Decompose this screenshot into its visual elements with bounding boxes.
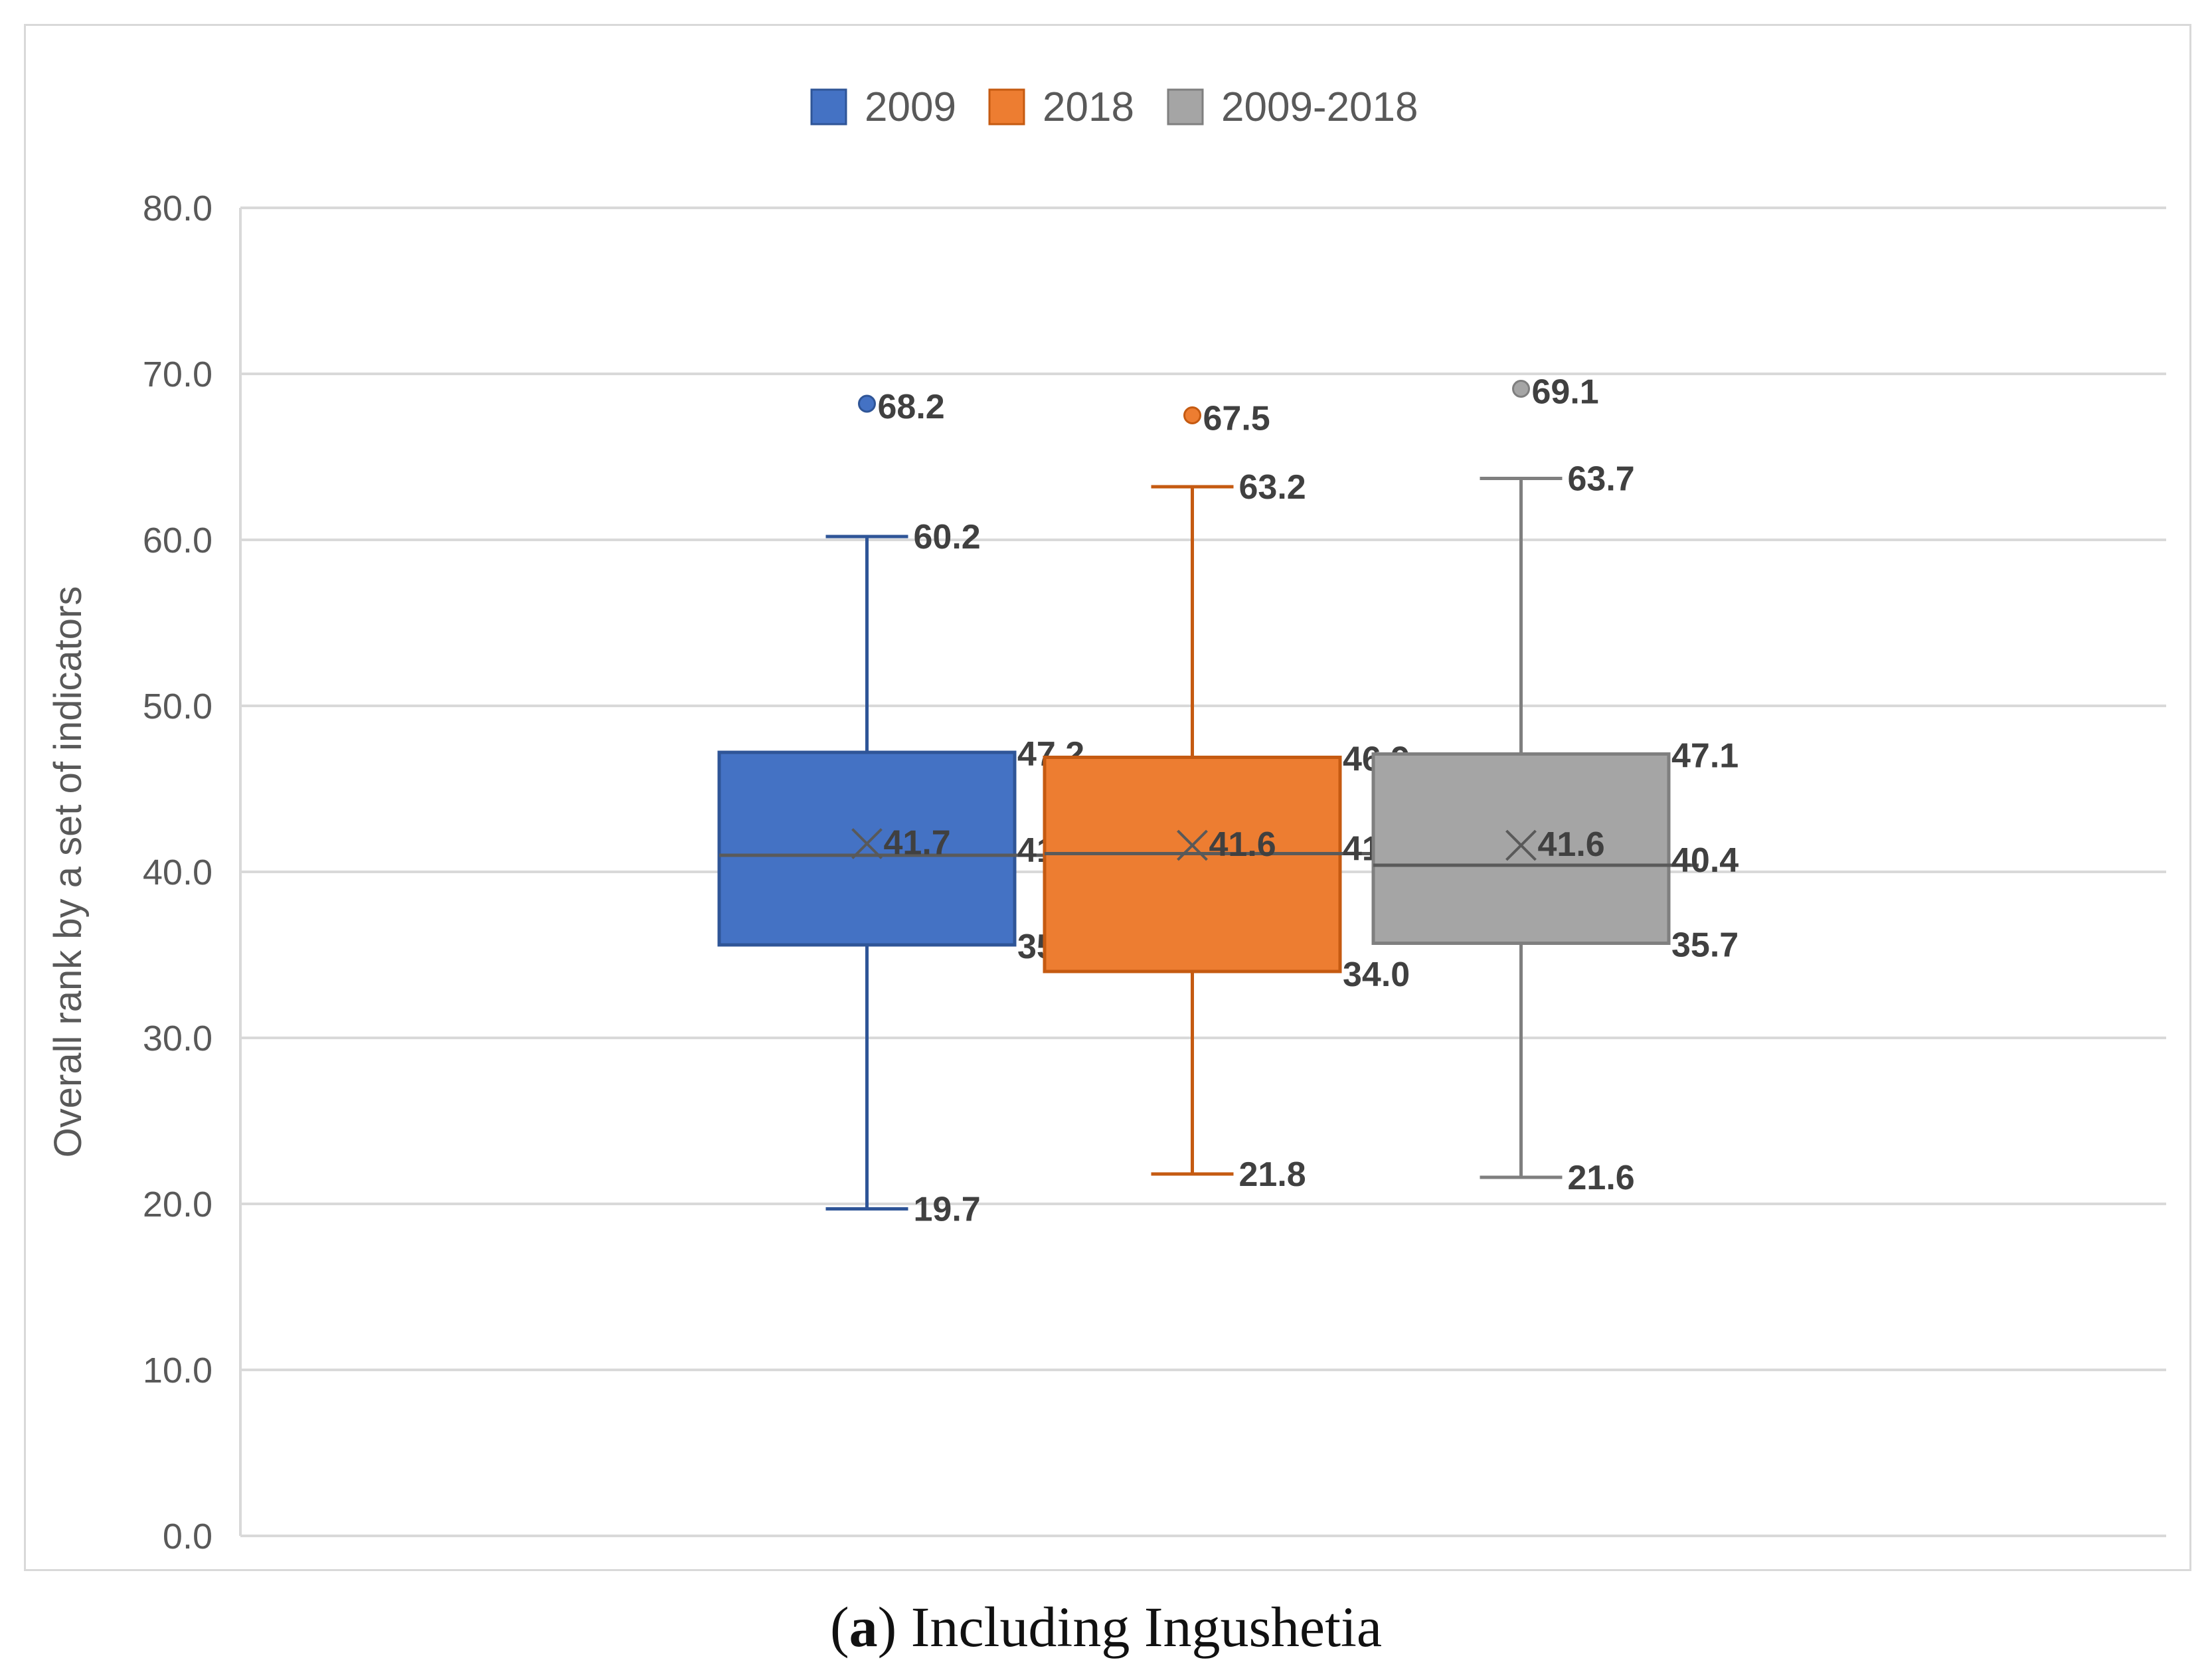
data-label: 40.4	[1671, 841, 1739, 880]
data-label: 41.6	[1209, 825, 1276, 864]
box-2018: 67.563.221.841.646.941.134.0	[1043, 400, 1410, 1194]
figure-caption: (a) Including Ingushetia	[0, 1594, 2212, 1660]
y-tick-label: 60.0	[143, 521, 213, 560]
mean-marker	[1505, 829, 1537, 861]
data-label: 41.7	[884, 824, 951, 863]
legend-label: 2009-2018	[1221, 84, 1418, 130]
outlier-point	[1183, 406, 1201, 424]
legend-swatch	[988, 88, 1025, 126]
box-plot-chart: 0.0 10.0 20.0 30.0 40.0 50.0 60.0 70.0 80.0 Over…	[46, 84, 2166, 1556]
iqr-box	[1043, 756, 1342, 973]
y-tick-label: 50.0	[143, 687, 213, 726]
gridlines	[239, 207, 2166, 1537]
y-tick-label: 20.0	[143, 1185, 213, 1224]
data-label: 47.1	[1671, 737, 1739, 776]
box-2009: 68.260.219.741.747.241.035.6	[717, 388, 1084, 1229]
data-label: 34.0	[1343, 956, 1410, 994]
mean-marker	[1177, 829, 1208, 861]
legend-swatch	[1167, 88, 1204, 126]
legend: 2009 2018 2009-2018	[810, 84, 1418, 130]
caption-open: (	[829, 1595, 849, 1659]
legend-swatch	[810, 88, 847, 126]
data-label: 35.7	[1671, 926, 1739, 965]
box-series: 68.260.219.741.747.241.035.667.563.221.8…	[717, 373, 1739, 1229]
y-axis-ticks: 0.0 10.0 20.0 30.0 40.0 50.0 60.0 70.0 80.0	[143, 189, 213, 1556]
y-tick-label: 0.0	[163, 1517, 213, 1556]
data-label: 21.6	[1568, 1159, 1635, 1197]
data-label: 19.7	[914, 1191, 981, 1229]
outlier-point	[1512, 380, 1530, 398]
box-2009-2018: 69.1 63.7 21.6 41.6 47.1 40.4 35.7	[1371, 373, 1739, 1197]
caption-letter: a	[849, 1595, 878, 1659]
data-label: 41.6	[1538, 825, 1605, 864]
y-tick-label: 10.0	[143, 1351, 213, 1390]
caption-text: ) Including Ingushetia	[877, 1595, 1383, 1659]
legend-label: 2018	[1043, 84, 1134, 130]
data-label: 68.2	[878, 388, 945, 426]
data-label: 21.8	[1239, 1155, 1306, 1194]
iqr-box	[717, 750, 1017, 947]
mean-marker	[851, 828, 883, 859]
y-axis-label: Overall rank by a set of indicators	[46, 586, 90, 1158]
y-tick-label: 30.0	[143, 1019, 213, 1058]
data-label: 60.2	[914, 518, 981, 556]
data-label: 63.2	[1239, 468, 1306, 507]
legend-label: 2009	[865, 84, 956, 130]
outlier-point	[858, 394, 876, 413]
data-label: 69.1	[1532, 373, 1599, 412]
data-label: 67.5	[1203, 400, 1270, 438]
iqr-box	[1371, 752, 1671, 945]
y-tick-label: 40.0	[143, 853, 213, 892]
y-tick-label: 80.0	[143, 189, 213, 228]
data-label: 63.7	[1568, 460, 1635, 499]
y-tick-label: 70.0	[143, 355, 213, 394]
